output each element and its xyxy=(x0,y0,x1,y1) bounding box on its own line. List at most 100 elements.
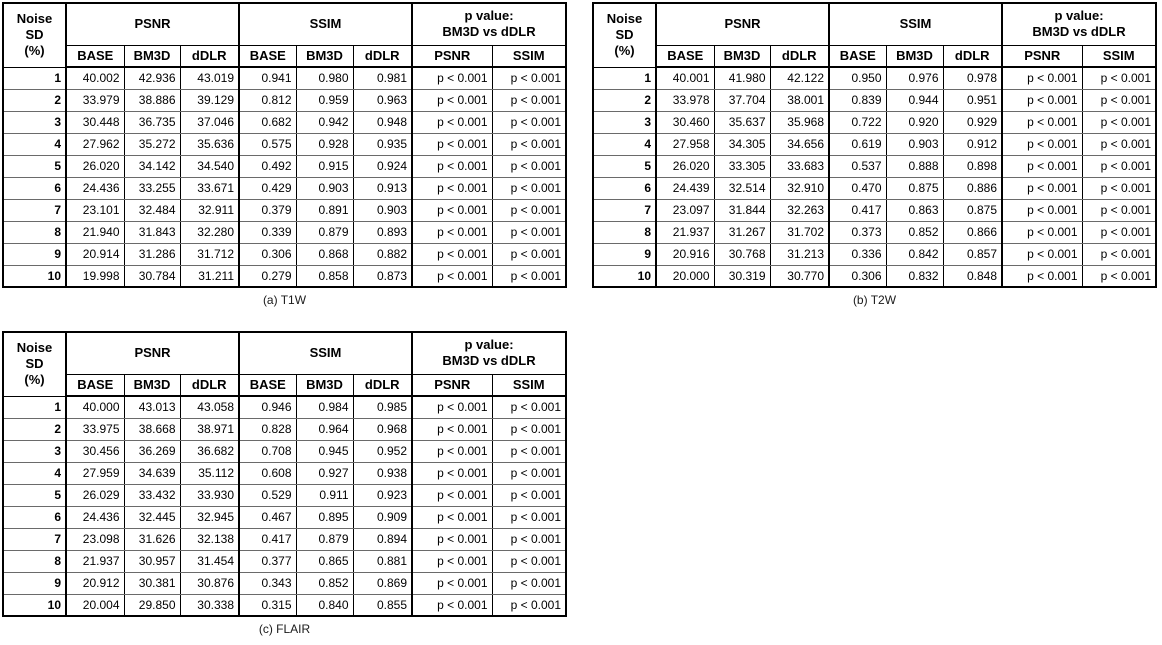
table-row: 10 19.998 30.784 31.211 0.279 0.858 0.873 p < 0… xyxy=(2,264,567,288)
sub-header-cell: dDLR xyxy=(942,44,1003,68)
data-cell: 30.381 xyxy=(123,571,181,595)
data-cell: 0.895 xyxy=(295,505,354,529)
row-number-cell: 6 xyxy=(592,176,657,200)
p-value-cell: p < 0.001 xyxy=(491,461,567,485)
table-row: 1 40.001 41.980 42.122 0.950 0.976 0.978 p < 0.… xyxy=(592,66,1157,90)
data-cell: 0.893 xyxy=(352,220,413,244)
data-cell: 0.429 xyxy=(238,176,297,200)
data-cell: 42.122 xyxy=(769,66,830,90)
sub-header-cell: BM3D xyxy=(123,373,181,397)
data-cell: 0.952 xyxy=(352,439,413,463)
data-cell: 0.875 xyxy=(885,176,944,200)
data-cell: 0.373 xyxy=(828,220,887,244)
data-cell: 31.843 xyxy=(123,220,181,244)
data-cell: 0.470 xyxy=(828,176,887,200)
data-cell: 30.768 xyxy=(713,242,771,266)
row-number-cell: 8 xyxy=(2,549,67,573)
sub-header-cell: dDLR xyxy=(179,44,240,68)
data-cell: 34.142 xyxy=(123,154,181,178)
group-header-cell: PSNR xyxy=(655,2,830,46)
row-number-cell: 2 xyxy=(2,88,67,112)
p-value-cell: p < 0.001 xyxy=(411,461,493,485)
noise-sd-header-cell: Noise SD (%) xyxy=(2,2,67,68)
data-cell: 20.004 xyxy=(65,593,125,617)
data-cell: 31.454 xyxy=(179,549,240,573)
p-value-cell: p < 0.001 xyxy=(411,417,493,441)
data-cell: 0.946 xyxy=(238,395,297,419)
sub-header-cell: PSNR xyxy=(1001,44,1083,68)
data-cell: 30.319 xyxy=(713,264,771,288)
p-value-cell: p < 0.001 xyxy=(1081,66,1157,90)
data-cell: 38.886 xyxy=(123,88,181,112)
table-row: 1 40.000 43.013 43.058 0.946 0.984 0.985 p < 0.… xyxy=(2,395,567,419)
data-cell: 0.981 xyxy=(352,66,413,90)
data-cell: 0.888 xyxy=(885,154,944,178)
group-header-cell: SSIM xyxy=(238,331,413,375)
group-header-cell: p value: BM3D vs dDLR xyxy=(1001,2,1157,46)
p-value-cell: p < 0.001 xyxy=(491,132,567,156)
row-number-cell: 7 xyxy=(592,198,657,222)
p-value-cell: p < 0.001 xyxy=(1001,66,1083,90)
table-row: 7 23.097 31.844 32.263 0.417 0.863 0.875 p < 0.… xyxy=(592,198,1157,222)
p-value-cell: p < 0.001 xyxy=(491,527,567,551)
data-cell: 0.828 xyxy=(238,417,297,441)
p-value-cell: p < 0.001 xyxy=(411,88,493,112)
data-cell: 0.875 xyxy=(942,198,1003,222)
sub-header-cell: BASE xyxy=(65,373,125,397)
data-cell: 37.704 xyxy=(713,88,771,112)
noise-sd-header-cell: Noise SD (%) xyxy=(592,2,657,68)
row-number-cell: 9 xyxy=(2,571,67,595)
row-number-cell: 3 xyxy=(592,110,657,134)
data-cell: 0.951 xyxy=(942,88,1003,112)
data-cell: 31.702 xyxy=(769,220,830,244)
data-cell: 36.735 xyxy=(123,110,181,134)
p-value-cell: p < 0.001 xyxy=(491,505,567,529)
data-cell: 33.930 xyxy=(179,483,240,507)
data-cell: 35.272 xyxy=(123,132,181,156)
data-cell: 20.914 xyxy=(65,242,125,266)
data-cell: 30.460 xyxy=(655,110,715,134)
data-cell: 0.950 xyxy=(828,66,887,90)
row-number-cell: 3 xyxy=(2,110,67,134)
data-cell: 0.315 xyxy=(238,593,297,617)
sub-header-cell: BASE xyxy=(65,44,125,68)
data-cell: 0.619 xyxy=(828,132,887,156)
table-row: 1 40.002 42.936 43.019 0.941 0.980 0.981 p < 0.… xyxy=(2,66,567,90)
data-cell: 0.529 xyxy=(238,483,297,507)
table-row: 10 20.000 30.319 30.770 0.306 0.832 0.848 p < 0… xyxy=(592,264,1157,288)
data-cell: 30.784 xyxy=(123,264,181,288)
p-value-cell: p < 0.001 xyxy=(1081,110,1157,134)
sub-header-cell: PSNR xyxy=(411,373,493,397)
p-value-cell: p < 0.001 xyxy=(411,439,493,463)
data-cell: 26.020 xyxy=(655,154,715,178)
table-row: 6 24.436 32.445 32.945 0.467 0.895 0.909 p < 0.… xyxy=(2,505,567,529)
data-cell: 0.980 xyxy=(295,66,354,90)
table-row: 8 21.937 30.957 31.454 0.377 0.865 0.881 p < 0.… xyxy=(2,549,567,573)
data-cell: 27.959 xyxy=(65,461,125,485)
data-cell: 0.913 xyxy=(352,176,413,200)
data-cell: 0.857 xyxy=(942,242,1003,266)
data-cell: 0.855 xyxy=(352,593,413,617)
p-value-cell: p < 0.001 xyxy=(411,549,493,573)
data-cell: 33.432 xyxy=(123,483,181,507)
data-cell: 36.269 xyxy=(123,439,181,463)
data-cell: 0.575 xyxy=(238,132,297,156)
p-value-cell: p < 0.001 xyxy=(1081,132,1157,156)
data-cell: 31.211 xyxy=(179,264,240,288)
data-cell: 0.898 xyxy=(942,154,1003,178)
table-row: 6 24.439 32.514 32.910 0.470 0.875 0.886 p < 0.… xyxy=(592,176,1157,200)
data-cell: 0.832 xyxy=(885,264,944,288)
data-cell: 0.306 xyxy=(238,242,297,266)
table-row: 7 23.101 32.484 32.911 0.379 0.891 0.903 p < 0.… xyxy=(2,198,567,222)
row-number-cell: 9 xyxy=(592,242,657,266)
data-cell: 35.637 xyxy=(713,110,771,134)
sub-header-cell: dDLR xyxy=(769,44,830,68)
p-value-cell: p < 0.001 xyxy=(1081,220,1157,244)
data-cell: 0.984 xyxy=(295,395,354,419)
data-cell: 32.280 xyxy=(179,220,240,244)
data-cell: 0.873 xyxy=(352,264,413,288)
p-value-cell: p < 0.001 xyxy=(411,593,493,617)
data-cell: 0.379 xyxy=(238,198,297,222)
p-value-cell: p < 0.001 xyxy=(411,198,493,222)
